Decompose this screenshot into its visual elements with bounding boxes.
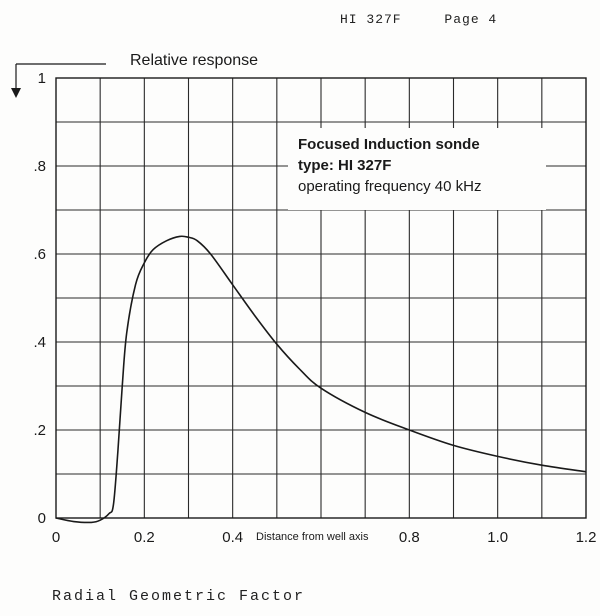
x-tick-label: 0.8 xyxy=(399,529,420,546)
page-number: Page 4 xyxy=(444,12,498,27)
x-tick-label: 0.4 xyxy=(222,529,243,546)
chart-annotation: Focused Induction sonde type: HI 327F op… xyxy=(288,128,546,210)
page-header: HI 327F Page 4 xyxy=(340,12,497,27)
chart-ticks: 0.2.4.6.810 0.2 0.4 0.8 1.0 1.2 xyxy=(33,70,596,546)
annotation-frequency: operating frequency 40 kHz xyxy=(298,178,482,195)
y-tick-label: 0 xyxy=(38,510,46,527)
annotation-type: type: HI 327F xyxy=(298,157,392,174)
annotation-title: Focused Induction sonde xyxy=(298,136,480,153)
y-axis-label: Relative response xyxy=(130,52,259,69)
y-tick-label: .2 xyxy=(33,422,46,439)
arrow-down-icon xyxy=(11,88,21,98)
x-tick-label: 1.0 xyxy=(487,529,508,546)
response-curve xyxy=(55,235,587,524)
y-tick-label: .4 xyxy=(33,334,46,351)
y-tick-label: 1 xyxy=(38,70,46,87)
figure-caption: Radial Geometric Factor xyxy=(52,588,306,605)
chart-axes xyxy=(11,63,587,519)
y-tick-label: .6 xyxy=(33,246,46,263)
x-tick-label: 1.2 xyxy=(576,529,597,546)
document-id: HI 327F xyxy=(340,12,402,27)
y-tick-label: .8 xyxy=(33,158,46,175)
plot-frame xyxy=(55,77,587,519)
x-tick-label: 0 xyxy=(52,529,60,546)
x-axis-label-background xyxy=(253,530,372,544)
x-axis-label: Distance from well axis xyxy=(256,531,369,543)
x-tick-label: 0.2 xyxy=(134,529,155,546)
